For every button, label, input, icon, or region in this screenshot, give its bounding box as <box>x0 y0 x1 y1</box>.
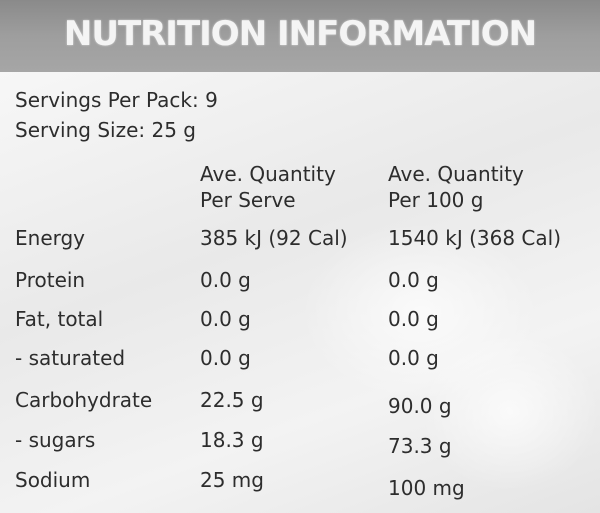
row-value-per-serve: 25 mg <box>200 468 264 492</box>
row-value-per-serve: 0.0 g <box>200 268 251 292</box>
row-label: Energy <box>15 226 86 250</box>
row-label: Fat, total <box>15 307 104 331</box>
row-value-per-serve: 18.3 g <box>200 428 264 452</box>
row-value-per-100g: 1540 kJ (368 Cal) <box>388 226 562 250</box>
row-label: - saturated <box>15 346 126 370</box>
row-value-per-serve: 22.5 g <box>200 388 264 412</box>
row-value-per-100g: 0.0 g <box>388 346 439 370</box>
col-header-per-100g-line1: Ave. Quantity <box>388 162 524 186</box>
nutrition-header-band: NUTRITION INFORMATION <box>0 0 600 72</box>
row-label: Carbohydrate <box>15 388 153 412</box>
row-value-per-serve: 0.0 g <box>200 307 251 331</box>
row-value-per-100g: 90.0 g <box>388 394 452 418</box>
nutrition-title: NUTRITION INFORMATION <box>63 14 537 54</box>
row-label: Sodium <box>15 468 91 492</box>
servings-per-pack: Servings Per Pack: 9 <box>15 88 218 112</box>
row-label: - sugars <box>15 428 96 452</box>
row-label: Protein <box>15 268 86 292</box>
row-value-per-serve: 385 kJ (92 Cal) <box>200 226 348 250</box>
serving-size: Serving Size: 25 g <box>15 118 196 142</box>
row-value-per-100g: 73.3 g <box>388 434 452 458</box>
row-value-per-100g: 0.0 g <box>388 268 439 292</box>
col-header-per-serve-line1: Ave. Quantity <box>200 162 336 186</box>
row-value-per-100g: 0.0 g <box>388 307 439 331</box>
row-value-per-serve: 0.0 g <box>200 346 251 370</box>
col-header-per-100g-line2: Per 100 g <box>388 188 484 212</box>
col-header-per-serve-line2: Per Serve <box>200 188 296 212</box>
row-value-per-100g: 100 mg <box>388 476 465 500</box>
